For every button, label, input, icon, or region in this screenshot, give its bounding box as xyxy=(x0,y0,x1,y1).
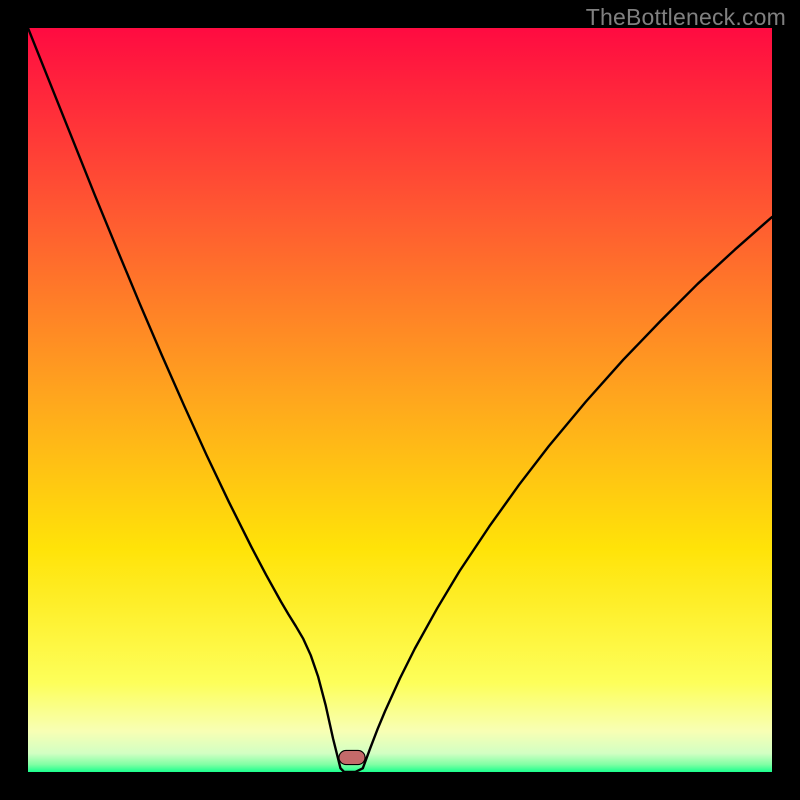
chart-container: TheBottleneck.com xyxy=(0,0,800,800)
curve-path xyxy=(28,28,772,772)
watermark-text: TheBottleneck.com xyxy=(586,4,786,31)
minimum-marker xyxy=(339,750,365,764)
bottleneck-curve xyxy=(28,28,772,772)
plot-area xyxy=(28,28,772,772)
